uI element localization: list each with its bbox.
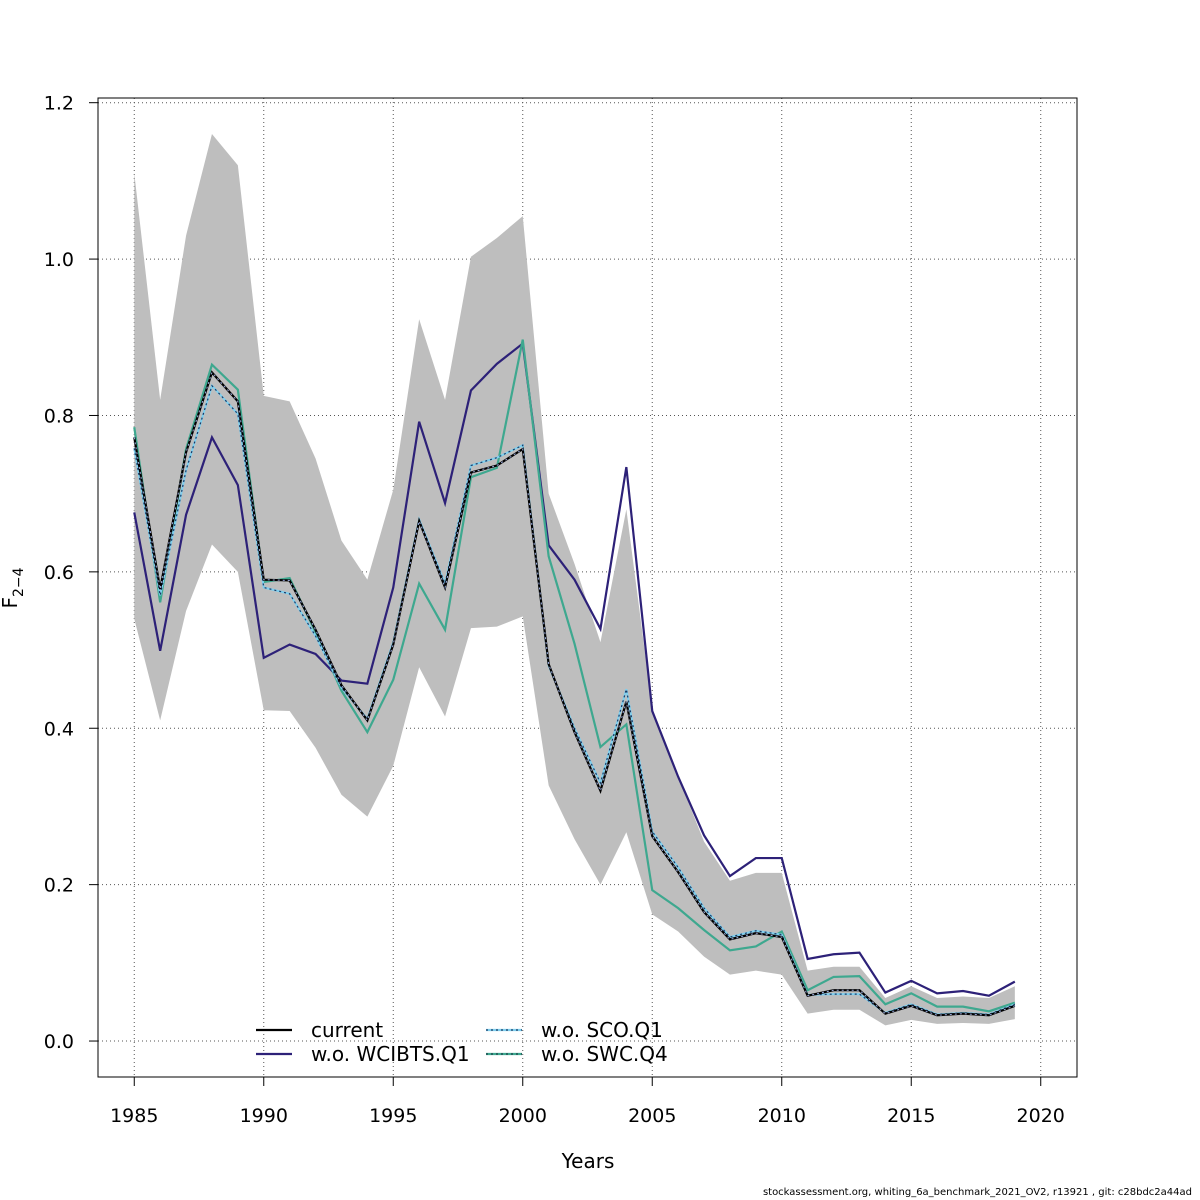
legend-label: w.o. WCIBTS.Q1 (311, 1042, 470, 1066)
y-tick-label: 1.2 (44, 93, 74, 115)
y-tick-label: 0.0 (44, 1031, 74, 1053)
x-axis-title: Years (561, 1149, 615, 1173)
y-axis: 0.0 0.2 0.4 0.6 0.8 1.0 1.2 (44, 93, 99, 1053)
x-axis: 1985 1990 1995 2000 2005 2010 2015 2020 (110, 1076, 1065, 1127)
legend-label: w.o. SWC.Q4 (541, 1042, 668, 1066)
x-tick-label: 1990 (240, 1105, 288, 1127)
series-line-sco-q1-dots (133, 384, 1016, 1016)
x-tick-label: 2000 (499, 1105, 547, 1127)
x-tick-label: 2010 (758, 1105, 806, 1127)
series-line-current (133, 370, 1016, 1017)
footer-credit: stockassessment.org, whiting_6a_benchmar… (762, 1187, 1192, 1198)
y-axis-title: F2−4 (0, 567, 27, 608)
x-tick-label: 2020 (1017, 1105, 1065, 1127)
y-tick-label: 0.6 (44, 562, 74, 584)
x-tick-label: 2005 (628, 1105, 676, 1127)
series-lines (133, 339, 1016, 1017)
y-tick-label: 0.2 (44, 875, 74, 897)
legend-item-current: current (256, 1018, 383, 1042)
y-axis-title-sub: 2−4 (11, 567, 27, 597)
x-tick-label: 1985 (110, 1105, 158, 1127)
x-tick-label: 2015 (887, 1105, 935, 1127)
x-tick-label: 1995 (369, 1105, 417, 1127)
y-tick-label: 0.4 (44, 718, 74, 740)
legend-label: current (311, 1018, 383, 1042)
legend-item-sco-q1: w.o. SCO.Q1 (486, 1018, 663, 1042)
y-tick-label: 0.8 (44, 405, 74, 427)
legend-item-wcibts-q1: w.o. WCIBTS.Q1 (256, 1042, 470, 1066)
legend-label: w.o. SCO.Q1 (541, 1018, 663, 1042)
legend-item-swc-q4: w.o. SWC.Q4 (486, 1042, 668, 1066)
series-line-wcibts-q1 (133, 341, 1016, 997)
y-axis-title-main: F (0, 597, 22, 609)
y-tick-label: 1.0 (44, 249, 74, 271)
